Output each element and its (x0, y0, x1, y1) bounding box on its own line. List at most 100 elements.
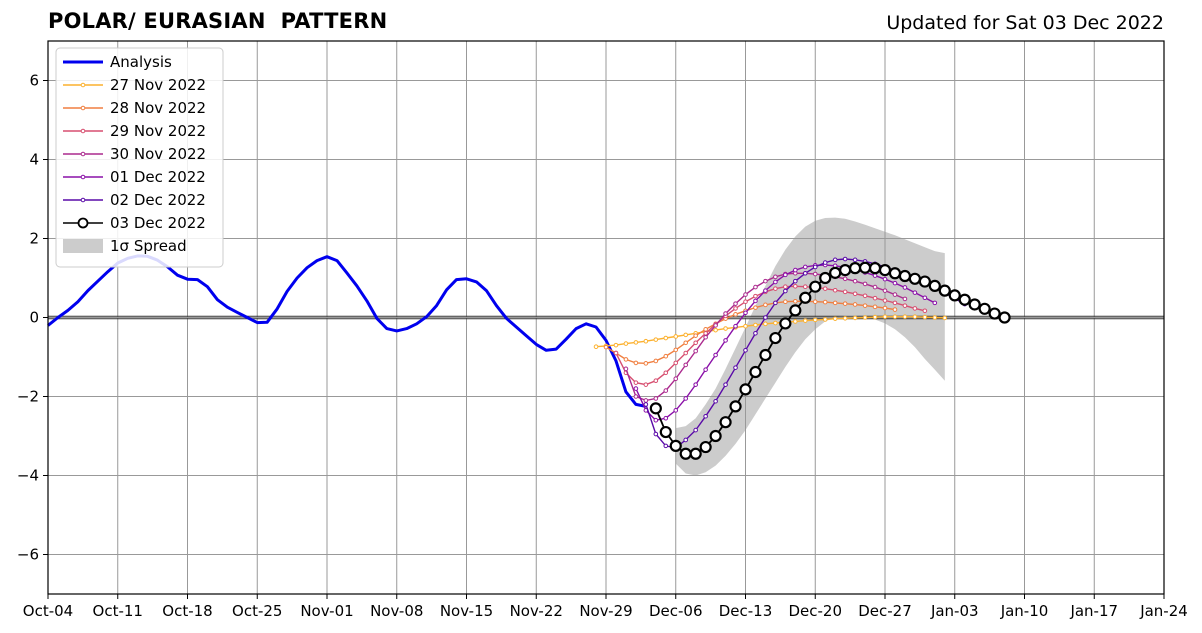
x-tick-label: Jan-17 (1069, 602, 1118, 620)
forecast-point (928, 279, 941, 292)
y-tick-label: 6 (29, 72, 39, 90)
forecast-point (663, 370, 669, 376)
forecast-point (872, 314, 878, 320)
forecast-point (793, 267, 798, 273)
forecast-point (932, 300, 938, 306)
forecast-point (862, 315, 868, 320)
forecast-point (773, 320, 778, 326)
forecast-point (938, 284, 951, 297)
forecast-point (852, 291, 858, 297)
forecast-point (739, 383, 752, 396)
forecast-point (783, 284, 788, 289)
forecast-point (763, 302, 768, 308)
legend-label: 02 Dec 2022 (110, 191, 206, 209)
forecast-point (683, 340, 689, 346)
forecast-point (683, 362, 689, 368)
forecast-point (839, 264, 852, 277)
forecast-point (733, 312, 738, 317)
forecast-point (912, 314, 918, 320)
forecast-point (673, 360, 679, 366)
forecast-point (703, 327, 708, 332)
x-tick-label: Nov-08 (370, 602, 423, 620)
forecast-point (882, 298, 888, 303)
x-tick-label: Dec-27 (858, 602, 912, 620)
forecast-point (593, 344, 599, 350)
forecast-point (683, 396, 689, 401)
forecast-point (892, 280, 898, 286)
forecast-point (948, 289, 961, 302)
forecast-point (719, 416, 732, 429)
forecast-point (763, 278, 768, 284)
forecast-point (789, 304, 802, 317)
legend-label: 28 Nov 2022 (110, 99, 206, 117)
forecast-point (643, 361, 649, 366)
forecast-point (613, 342, 619, 348)
forecast-point (699, 440, 712, 454)
forecast-point (633, 340, 639, 345)
forecast-point (673, 408, 679, 413)
forecast-point (693, 348, 698, 354)
forecast-point (693, 427, 698, 433)
forecast-point (653, 358, 659, 364)
forecast-point (673, 334, 679, 339)
legend-marker (80, 174, 86, 180)
legend-marker (77, 217, 89, 229)
forecast-point (849, 262, 862, 275)
forecast-point (793, 278, 798, 284)
x-tick-label: Oct-25 (232, 602, 282, 620)
forecast-point (862, 293, 868, 299)
forecast-point (713, 327, 718, 333)
x-tick-label: Jan-10 (1000, 602, 1049, 620)
forecast-point (868, 262, 882, 275)
forecast-point (759, 348, 772, 362)
forecast-point (958, 293, 971, 306)
forecast-point (753, 322, 758, 328)
forecast-point (812, 264, 818, 270)
forecast-point (908, 272, 921, 285)
forecast-point (852, 257, 858, 263)
forecast-point (902, 296, 908, 302)
y-tick-label: −2 (17, 388, 39, 406)
forecast-point (703, 331, 708, 336)
forecast-point (683, 332, 689, 338)
forecast-point (663, 415, 669, 421)
forecast-point (932, 315, 938, 320)
legend-label: 1σ Spread (110, 237, 187, 255)
forecast-point (842, 276, 848, 282)
forecast-point (733, 323, 738, 329)
legend-marker (80, 197, 86, 203)
forecast-point (683, 437, 689, 443)
legend-label: 01 Dec 2022 (110, 168, 206, 186)
forecast-point (623, 357, 629, 362)
x-tick-label: Nov-01 (300, 602, 353, 620)
forecast-point (663, 388, 669, 393)
legend-marker (80, 128, 86, 134)
forecast-point (819, 271, 832, 285)
y-tick-label: −6 (17, 546, 39, 564)
forecast-point (832, 257, 838, 263)
forecast-point (673, 347, 679, 353)
forecast-point (753, 293, 758, 299)
forecast-point (872, 284, 878, 290)
forecast-point (689, 447, 702, 460)
forecast-point (802, 284, 808, 289)
forecast-point (733, 365, 738, 370)
forecast-point (812, 317, 818, 323)
forecast-point (753, 298, 758, 304)
legend-label: Analysis (110, 53, 172, 71)
forecast-point (912, 306, 918, 311)
forecast-point (852, 315, 858, 321)
forecast-point (872, 295, 878, 301)
legend-box (55, 47, 224, 268)
legend-marker (80, 151, 86, 157)
forecast-point (703, 334, 708, 340)
x-tick-label: Dec-13 (719, 602, 773, 620)
forecast-point (862, 281, 868, 287)
y-tick-label: 2 (29, 230, 39, 248)
forecast-point (878, 264, 892, 277)
forecast-point (663, 443, 669, 449)
forecast-point (623, 366, 629, 372)
legend-label: 27 Nov 2022 (110, 76, 206, 94)
x-tick-label: Nov-15 (440, 602, 493, 620)
